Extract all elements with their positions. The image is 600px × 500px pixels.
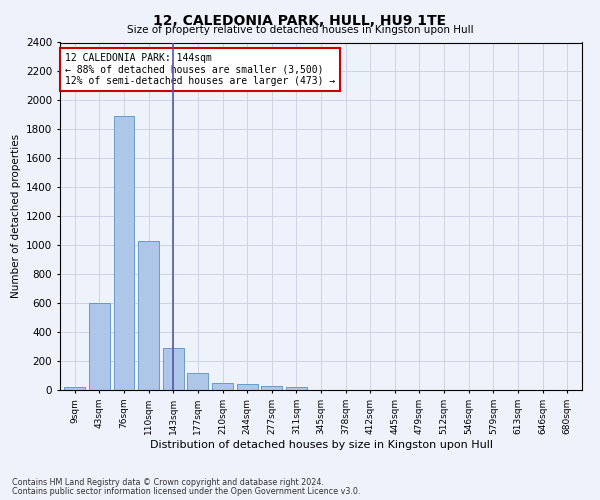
Bar	[261, 386, 282, 390]
Bar	[286, 387, 307, 390]
Bar	[138, 241, 159, 390]
Bar	[236, 384, 257, 390]
Bar	[113, 116, 134, 390]
Text: Contains public sector information licensed under the Open Government Licence v3: Contains public sector information licen…	[12, 487, 361, 496]
Text: Size of property relative to detached houses in Kingston upon Hull: Size of property relative to detached ho…	[127, 25, 473, 35]
Text: 12 CALEDONIA PARK: 144sqm
← 88% of detached houses are smaller (3,500)
12% of se: 12 CALEDONIA PARK: 144sqm ← 88% of detac…	[65, 53, 335, 86]
Bar	[89, 303, 110, 390]
Bar	[212, 383, 233, 390]
Y-axis label: Number of detached properties: Number of detached properties	[11, 134, 20, 298]
Bar	[163, 348, 184, 390]
Text: Contains HM Land Registry data © Crown copyright and database right 2024.: Contains HM Land Registry data © Crown c…	[12, 478, 324, 487]
Text: 12, CALEDONIA PARK, HULL, HU9 1TE: 12, CALEDONIA PARK, HULL, HU9 1TE	[154, 14, 446, 28]
X-axis label: Distribution of detached houses by size in Kingston upon Hull: Distribution of detached houses by size …	[149, 440, 493, 450]
Bar	[187, 374, 208, 390]
Bar	[64, 387, 85, 390]
